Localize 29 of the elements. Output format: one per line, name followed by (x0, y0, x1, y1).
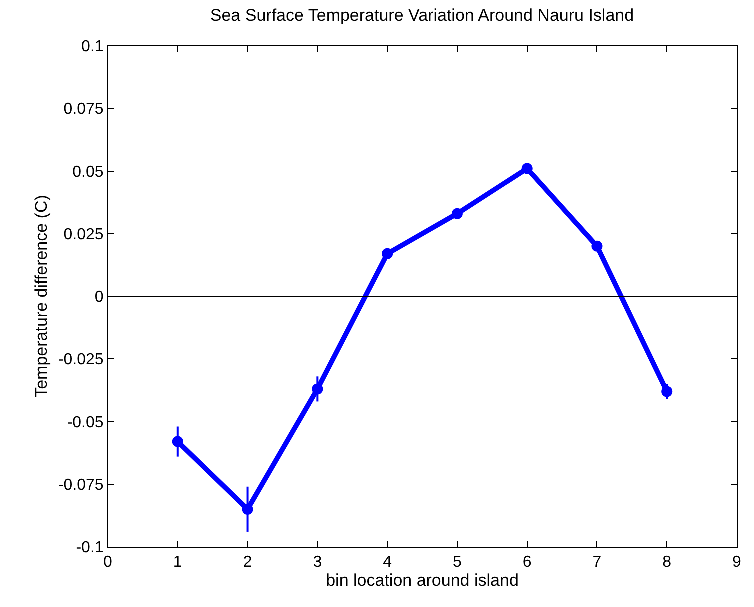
x-tick-label: 2 (243, 554, 252, 572)
x-tick-label: 5 (452, 554, 462, 572)
y-tick-label: 0.075 (64, 101, 104, 118)
x-tick-label: 9 (732, 554, 742, 572)
x-tick-label: 1 (173, 554, 182, 572)
x-axis-title: bin location around island (326, 571, 519, 590)
x-tick-label: 4 (383, 554, 392, 572)
y-tick-label: -0.075 (58, 476, 104, 494)
point (382, 248, 394, 260)
chart-title: Sea Surface Temperature Variation Around Nauru Island (210, 6, 634, 26)
point (312, 384, 324, 395)
x-tick-label: 6 (522, 554, 532, 572)
y-tick-label: 0.05 (72, 164, 104, 181)
point (452, 208, 463, 220)
point (662, 386, 673, 398)
y-tick-label: 0.025 (64, 226, 104, 244)
x-tick-label: 7 (592, 554, 602, 572)
y-tick-label: -0.05 (67, 414, 104, 432)
point (522, 163, 533, 174)
y-tick-label: 0 (94, 289, 104, 306)
point (172, 436, 184, 448)
point (592, 240, 603, 252)
y-tick-label: 0.1 (82, 38, 104, 56)
y-axis-title: Temperature difference (C) (32, 195, 51, 398)
point (242, 504, 254, 515)
x-tick-label: 8 (662, 554, 672, 572)
x-tick-label: 3 (313, 554, 322, 572)
y-tick-label: -0.025 (58, 352, 104, 369)
y-tick-label: -0.1 (76, 540, 104, 557)
